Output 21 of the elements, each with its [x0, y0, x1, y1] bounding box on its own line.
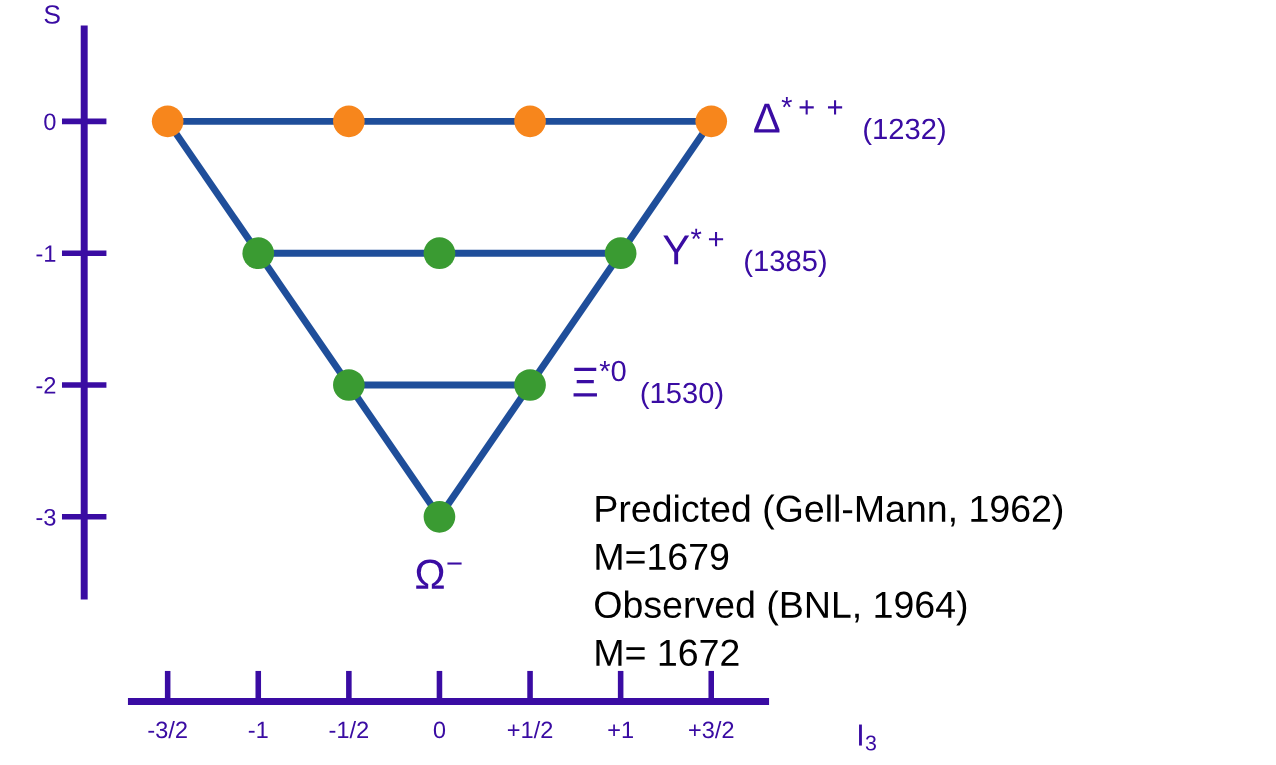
- x-tick-label: +1: [608, 721, 633, 739]
- x-tick-label: -1/2: [329, 720, 369, 739]
- annotation: Ξ$^{*0}$ $_{(1530)}$: [573, 360, 723, 410]
- y-axis-title: S: [44, 5, 60, 24]
- x-axis-title: I$_{3}$: [859, 724, 876, 751]
- y-tick-label: -3: [36, 508, 56, 526]
- y-tick-label: -1: [36, 245, 56, 262]
- x-tick-label: -3/2: [148, 720, 187, 739]
- annotation: Δ$^{*++}$ $_{(1232)}$: [754, 96, 945, 146]
- annotation: Observed (BNL, 1964): [595, 590, 967, 626]
- x-tick-label: +1/2: [507, 720, 553, 739]
- x-tick-label: +3/2: [689, 720, 734, 739]
- annotation: Predicted (Gell-Mann, 1962): [596, 494, 1063, 530]
- x-tick-label: -1: [248, 721, 268, 739]
- y-tick-label: -2: [36, 377, 56, 394]
- annotation: Y$^{*+}$ $_{(1385)}$: [663, 228, 826, 277]
- annotation: Ω$^{−}$: [416, 559, 462, 589]
- x-tick-label: 0: [433, 721, 446, 739]
- annotation: M=1679: [596, 543, 729, 571]
- y-tick-label: 0: [44, 113, 56, 131]
- text: M= 1672: [596, 639, 739, 667]
